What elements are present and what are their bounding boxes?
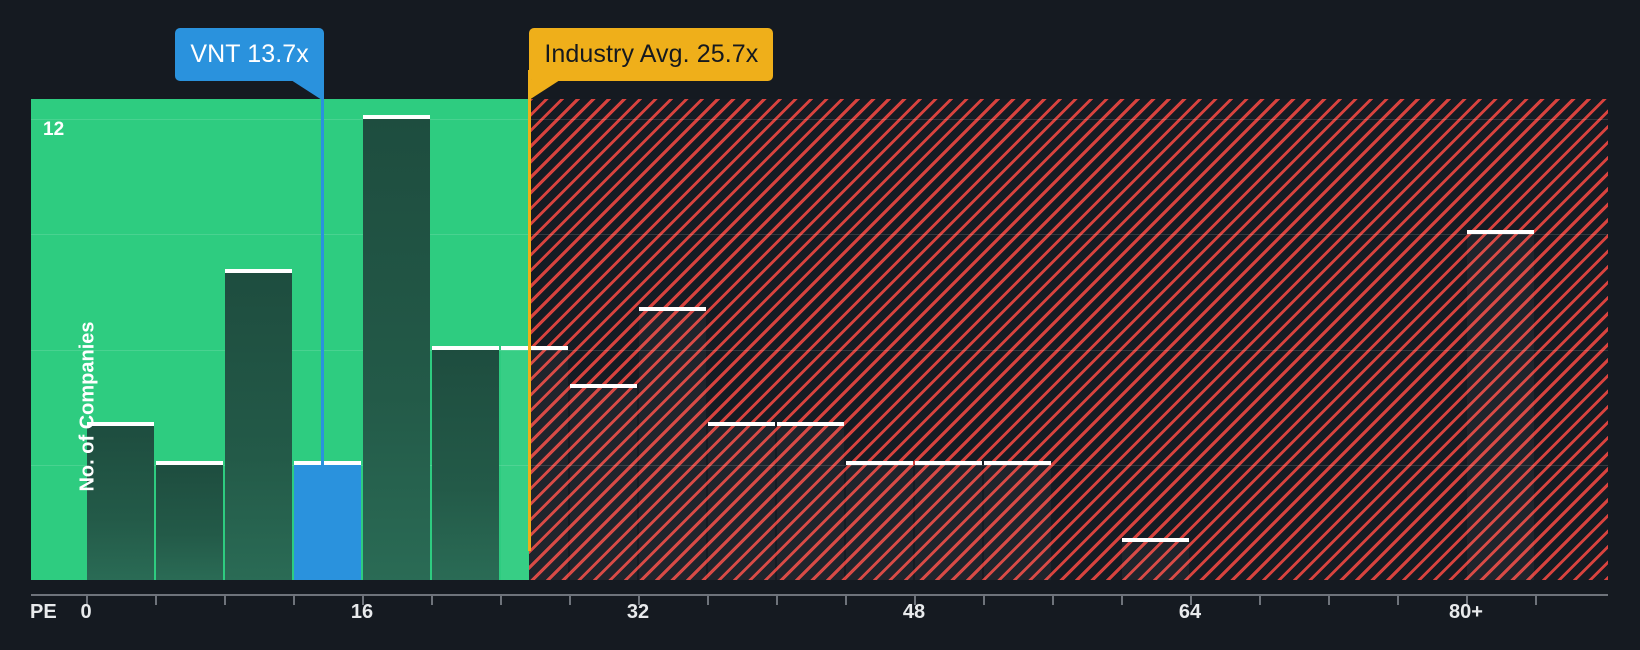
bar-fill <box>87 426 154 580</box>
bar[interactable] <box>708 422 775 580</box>
bar-fill <box>708 426 775 580</box>
bar-fill <box>156 464 223 580</box>
bar-cap <box>501 345 568 350</box>
bar-fill <box>501 349 568 580</box>
bar-cap <box>156 460 223 465</box>
x-axis-tick <box>569 594 571 605</box>
x-axis-tick <box>845 594 847 605</box>
bar-cap <box>1122 537 1189 542</box>
y-axis-title: No. of Companies <box>76 321 99 492</box>
bar[interactable] <box>432 345 499 580</box>
gridline <box>31 119 1608 120</box>
bar-fill <box>570 387 637 580</box>
x-axis-tick <box>1190 594 1192 605</box>
gridline <box>31 234 1608 236</box>
bar[interactable] <box>1467 230 1534 580</box>
bar-cap <box>984 460 1051 465</box>
plot-area <box>31 99 1608 580</box>
x-axis-line <box>31 594 1608 596</box>
x-axis-tick <box>638 594 640 605</box>
x-axis-label: 48 <box>902 601 926 623</box>
bar-cap <box>1467 230 1534 235</box>
bar[interactable] <box>1122 537 1189 580</box>
x-axis-tick <box>155 594 157 605</box>
x-axis-tick <box>500 594 502 605</box>
x-axis-tick <box>707 594 709 605</box>
bar-cap <box>570 383 637 388</box>
x-axis-tick <box>1466 594 1468 605</box>
x-axis-tick <box>776 594 778 605</box>
x-axis-tick <box>983 594 985 605</box>
bar[interactable] <box>501 345 568 580</box>
y-axis-max-label: 12 <box>43 119 65 140</box>
bar[interactable] <box>777 422 844 580</box>
bar-fill <box>984 464 1051 580</box>
industry-avg-badge[interactable]: Industry Avg. 25.7x <box>529 28 774 81</box>
gridline <box>31 464 1608 466</box>
x-axis-tick <box>1259 594 1261 605</box>
x-axis-unit-label: PE <box>30 601 57 623</box>
bar-cap <box>846 460 913 465</box>
bar-cap <box>708 422 775 427</box>
bar-cap <box>777 422 844 427</box>
bar-cap <box>639 307 706 312</box>
bar-cap <box>87 422 154 427</box>
bar[interactable] <box>87 422 154 580</box>
vnt-badge[interactable]: VNT 13.7x <box>175 28 324 81</box>
x-axis-tick <box>914 594 916 605</box>
bar-fill <box>363 119 430 580</box>
bar[interactable] <box>846 460 913 580</box>
bar-fill <box>846 464 913 580</box>
bar-fill <box>639 311 706 580</box>
x-axis-label: 16 <box>350 601 374 623</box>
bar[interactable] <box>570 383 637 580</box>
x-axis-tick <box>86 594 88 605</box>
x-axis-tick <box>431 594 433 605</box>
x-axis-label: 32 <box>626 601 650 623</box>
x-axis-tick <box>1397 594 1399 605</box>
x-axis-tick <box>1052 594 1054 605</box>
bar-fill <box>225 272 292 580</box>
bar-fill <box>915 464 982 580</box>
bar-cap <box>915 460 982 465</box>
vnt-badge-tail <box>291 80 323 100</box>
industry-avg-badge-tail <box>529 80 561 100</box>
x-axis-tick <box>1328 594 1330 605</box>
x-axis-label: 80+ <box>1449 601 1483 623</box>
bar-fill <box>432 349 499 580</box>
bar-fill <box>1122 541 1189 580</box>
bar-fill <box>777 426 844 580</box>
bar[interactable] <box>225 268 292 580</box>
overvalued-zone <box>529 99 1608 580</box>
bar-cap <box>225 268 292 273</box>
x-axis-tick <box>293 594 295 605</box>
bar-cap <box>432 345 499 350</box>
x-axis-label: 64 <box>1178 601 1202 623</box>
x-axis-tick <box>1535 594 1537 605</box>
bar-cap <box>294 460 361 465</box>
x-axis-label: 0 <box>80 601 92 623</box>
bar[interactable] <box>363 115 430 580</box>
x-axis-tick <box>224 594 226 605</box>
bar[interactable] <box>639 307 706 580</box>
bar-selected[interactable] <box>294 460 361 580</box>
bar-cap <box>363 115 430 119</box>
bar[interactable] <box>984 460 1051 580</box>
bar[interactable] <box>915 460 982 580</box>
bar[interactable] <box>156 460 223 580</box>
bar-fill <box>1467 234 1534 580</box>
x-axis-tick <box>362 594 364 605</box>
bar-fill <box>294 464 361 580</box>
x-axis-tick <box>1121 594 1123 605</box>
gridline <box>31 349 1608 351</box>
